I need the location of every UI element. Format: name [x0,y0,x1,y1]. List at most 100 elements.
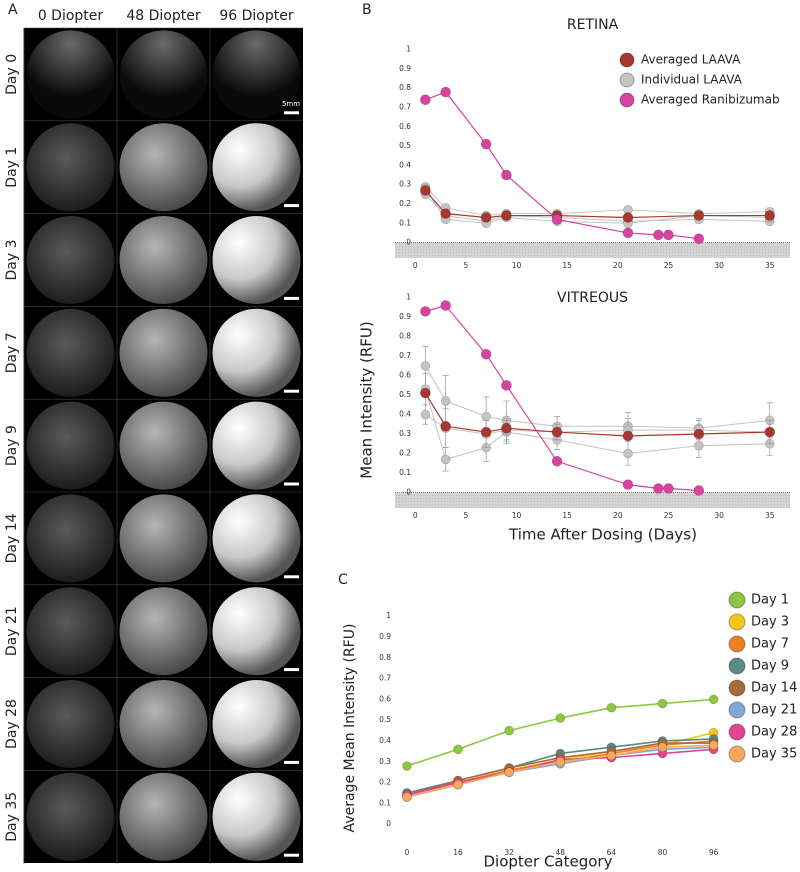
y-tick-label: 0.8 [399,83,411,92]
series-point [480,212,492,223]
x-axis-label: Time After Dosing (Days) [508,526,697,544]
series-point [606,702,617,713]
y-tick-label: 0.5 [399,390,411,399]
y-axis-label: Mean Intensity (RFU) [358,321,376,478]
row-label: Day 7 [4,332,20,373]
legend-label: Day 1 [751,593,789,608]
series-line [424,392,770,437]
x-tick-label: 10 [512,261,522,270]
y-tick-label: 0.7 [399,351,411,360]
legend-label: Individual LAAVA [641,73,743,87]
fundus-image [212,680,301,768]
row-label: Day 0 [4,54,20,95]
column-header: 96 Diopter [219,8,293,24]
replicate-line [425,186,770,217]
fundus-image [119,494,208,583]
replicate-point [623,448,633,459]
legend-label: Day 3 [751,615,789,630]
fundus-image [119,587,208,676]
y-tick-label: 0.1 [379,798,391,807]
legend-swatch [728,679,746,697]
y-tick-label: 1 [406,45,411,54]
y-tick-label: 0.9 [399,64,411,73]
x-tick-label: 10 [512,511,522,520]
x-tick-label: 5 [464,261,469,270]
y-tick-label: 0.9 [399,312,411,321]
fundus-image [212,308,301,397]
y-tick-label: 0.3 [399,180,411,189]
x-tick-label: 5 [464,511,469,520]
series-point [764,426,776,438]
legend-swatch [728,701,746,719]
fundus-image [212,494,301,583]
legend-swatch [619,92,635,108]
x-tick-label: 0 [413,511,418,520]
row-label: Day 35 [4,792,20,842]
legend-label: Day 28 [751,725,797,740]
series-point [663,229,674,241]
series-point [453,744,463,755]
fundus-image [212,772,301,861]
y-tick-label: 0.8 [379,653,391,662]
replicate-point [440,454,451,465]
y-tick-label: 0.2 [379,778,391,787]
legend-swatch [728,635,746,653]
fundus-image [212,123,301,212]
x-tick-label: 48 [556,848,566,857]
series-point [708,740,719,750]
series-point [764,210,776,221]
column-header: 48 Diopter [126,8,200,24]
fundus-image [26,401,115,490]
replicate-point [481,411,491,422]
series-point [551,214,563,225]
series-point [693,428,705,440]
fundus-image [26,30,115,119]
series-point [480,348,492,360]
fundus-image [26,494,115,583]
image-grid: 5mm [23,27,303,864]
series-point [501,380,512,391]
x-tick-label: 30 [714,511,724,520]
panel-label: A [8,2,18,18]
replicate-line [424,389,770,460]
series-point [440,208,451,219]
fundus-image [26,680,115,768]
series-point [440,86,451,98]
series-point [653,229,664,241]
x-tick-label: 35 [765,261,775,270]
series-point [440,420,451,432]
y-tick-label: 0.7 [379,674,391,683]
fundus-image [212,587,301,676]
replicate-point [694,440,704,451]
series-point [480,138,492,150]
x-tick-label: 30 [714,261,724,270]
legend-swatch [728,723,746,741]
fundus-image [26,587,115,676]
replicate-line [424,188,770,224]
y-tick-label: 0 [406,487,411,496]
fundus-image [119,401,208,490]
y-axis-label: Average Mean Intensity (RFU) [342,624,358,833]
series-point [420,185,431,196]
series-point [622,479,634,490]
y-tick-label: 1 [386,611,391,620]
chart-title: VITREOUS [557,290,628,306]
x-axis-label: Diopter Category [484,853,613,871]
fundus-image [26,123,115,212]
y-tick-label: 0 [386,819,391,828]
series-point [555,713,566,723]
y-tick-label: 1 [406,293,411,302]
legend-swatch [619,52,635,68]
fundus-image [119,123,208,212]
x-tick-label: 20 [613,511,623,520]
replicate-line [425,414,770,435]
series-point [657,742,668,753]
series-point [504,725,514,736]
fundus-image [212,30,301,119]
series-point [551,455,563,467]
series-point [622,430,634,442]
y-tick-label: 0.6 [399,122,411,131]
x-tick-label: 32 [504,848,514,857]
y-tick-label: 0.4 [399,160,411,169]
x-tick-label: 0 [413,261,418,270]
